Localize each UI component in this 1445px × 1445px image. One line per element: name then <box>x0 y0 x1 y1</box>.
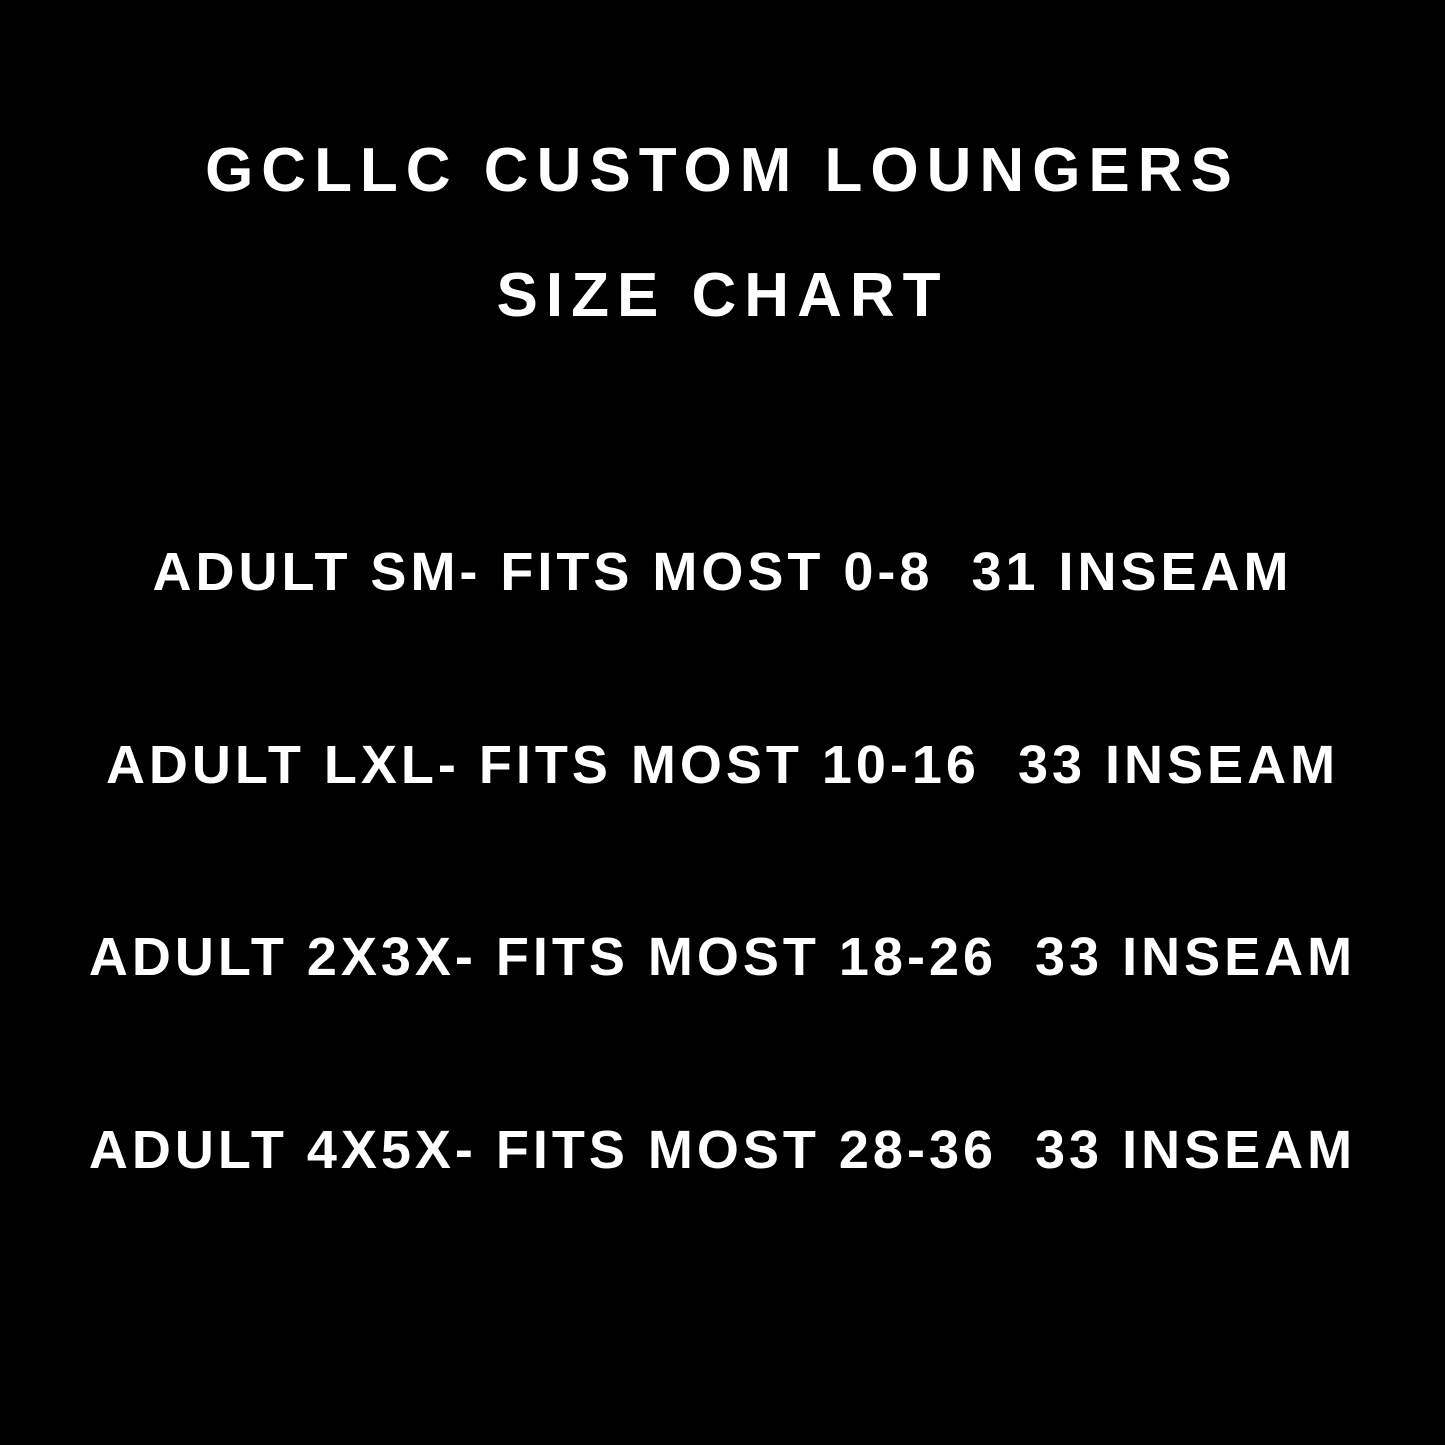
size-row-lxl: ADULT LXL- FITS MOST 10-16 33 INSEAM <box>0 738 1445 792</box>
size-row-text: ADULT LXL- FITS MOST 10-16 33 INSEAM <box>105 735 1340 795</box>
subtitle-text: SIZE CHART <box>496 261 949 330</box>
size-row-text: ADULT SM- FITS MOST 0-8 31 INSEAM <box>152 542 1293 602</box>
size-row-text: ADULT 2X3X- FITS MOST 18-26 33 INSEAM <box>88 927 1357 987</box>
title-text: GCLLC CUSTOM LOUNGERS <box>205 136 1240 205</box>
size-row-sm: ADULT SM- FITS MOST 0-8 31 INSEAM <box>0 545 1445 599</box>
title-line-2: SIZE CHART <box>0 265 1445 327</box>
size-row-text: ADULT 4X5X- FITS MOST 28-36 33 INSEAM <box>88 1120 1357 1180</box>
title-line-1: GCLLC CUSTOM LOUNGERS <box>0 140 1445 202</box>
size-row-4x5x: ADULT 4X5X- FITS MOST 28-36 33 INSEAM <box>0 1123 1445 1177</box>
size-row-2x3x: ADULT 2X3X- FITS MOST 18-26 33 INSEAM <box>0 930 1445 984</box>
